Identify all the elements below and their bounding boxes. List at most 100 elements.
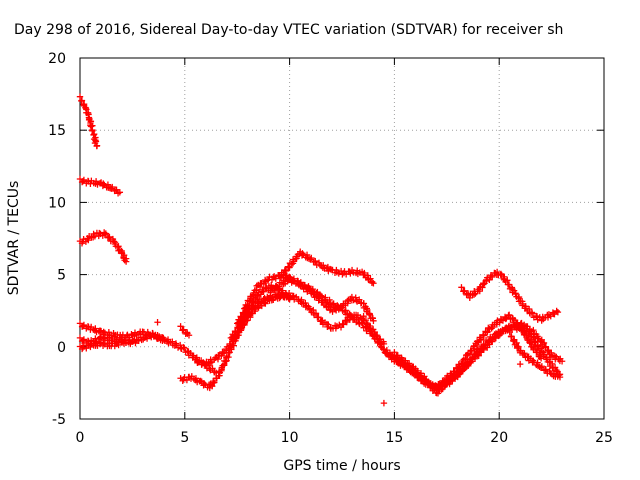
data-point	[293, 255, 300, 262]
data-point	[227, 342, 234, 349]
data-point	[504, 277, 511, 284]
data-point	[272, 275, 279, 282]
data-point	[347, 270, 354, 277]
data-point	[93, 142, 100, 150]
data-point	[160, 336, 168, 343]
data-point	[241, 313, 248, 320]
data-point	[78, 97, 86, 104]
data-point	[318, 293, 326, 300]
data-point	[366, 310, 373, 318]
data-point	[225, 345, 233, 352]
data-point	[415, 373, 422, 381]
data-point	[337, 303, 344, 311]
data-point	[486, 276, 493, 284]
data-point	[459, 359, 466, 367]
data-point	[129, 337, 136, 345]
data-point	[479, 284, 486, 291]
data-point	[260, 288, 267, 295]
data-point	[208, 382, 216, 390]
y-tick-label: 5	[57, 268, 66, 284]
data-point	[237, 319, 245, 327]
data-point	[505, 281, 513, 288]
data-point	[89, 126, 96, 134]
data-point	[263, 277, 271, 284]
y-tick-label: 15	[48, 123, 66, 139]
data-point	[320, 262, 327, 269]
data-point	[179, 377, 186, 384]
data-point	[113, 186, 120, 194]
data-point	[387, 353, 394, 360]
data-point	[550, 370, 558, 377]
x-tick-label: 25	[595, 430, 613, 446]
data-point	[538, 363, 546, 370]
data-point	[87, 343, 94, 351]
data-point	[439, 385, 446, 393]
data-point	[459, 367, 467, 374]
data-point	[364, 306, 371, 314]
data-point	[334, 302, 341, 309]
data-point	[308, 254, 315, 262]
data-point	[338, 304, 345, 311]
data-point	[508, 333, 515, 340]
data-point	[347, 312, 354, 320]
data-point	[330, 300, 337, 307]
data-point	[248, 302, 255, 310]
data-point	[340, 321, 347, 328]
data-point	[456, 370, 464, 378]
data-point	[122, 258, 130, 265]
data-point	[475, 352, 482, 359]
data-point	[512, 290, 519, 297]
data-point	[249, 299, 256, 306]
data-point	[493, 268, 501, 276]
data-point	[315, 313, 322, 321]
data-point	[537, 338, 544, 345]
data-point	[312, 258, 319, 265]
data-point	[427, 380, 434, 387]
y-tick-label: 10	[48, 195, 66, 211]
data-point	[358, 319, 365, 326]
data-point	[106, 234, 113, 241]
data-point	[419, 377, 426, 384]
data-point	[489, 338, 496, 345]
data-point	[514, 319, 521, 327]
y-axis-label: SDTVAR / TECUs	[6, 181, 22, 296]
data-point	[177, 323, 184, 330]
data-point	[558, 358, 566, 365]
data-point	[451, 368, 458, 375]
data-point	[391, 349, 398, 356]
data-point	[218, 366, 225, 373]
data-point	[383, 349, 391, 356]
data-point	[109, 183, 116, 191]
data-point	[541, 344, 549, 351]
data-point	[542, 366, 550, 373]
data-points	[76, 93, 566, 407]
chart-title: Day 298 of 2016, Sidereal Day-to-day VTE…	[14, 22, 563, 38]
data-point	[135, 337, 142, 345]
data-point	[439, 379, 446, 386]
data-point	[92, 178, 100, 185]
data-point	[211, 379, 218, 386]
data-point	[280, 271, 287, 278]
y-tick-label: 20	[48, 51, 66, 67]
data-point	[180, 326, 187, 333]
data-point	[393, 352, 401, 360]
data-point	[543, 354, 550, 362]
data-point	[483, 277, 490, 285]
data-point	[195, 357, 203, 365]
data-point	[297, 279, 305, 286]
data-point	[159, 337, 166, 344]
x-tick-label: 20	[490, 430, 508, 446]
data-point	[355, 316, 362, 324]
data-point	[537, 355, 545, 362]
data-point	[185, 332, 193, 339]
data-point	[367, 328, 374, 335]
data-point	[111, 239, 119, 246]
data-point	[380, 399, 388, 407]
data-point	[353, 297, 360, 304]
x-axis-label: GPS time / hours	[283, 458, 400, 474]
data-point	[515, 343, 522, 350]
data-point	[523, 333, 531, 341]
data-point	[359, 320, 366, 327]
data-point	[317, 292, 324, 299]
